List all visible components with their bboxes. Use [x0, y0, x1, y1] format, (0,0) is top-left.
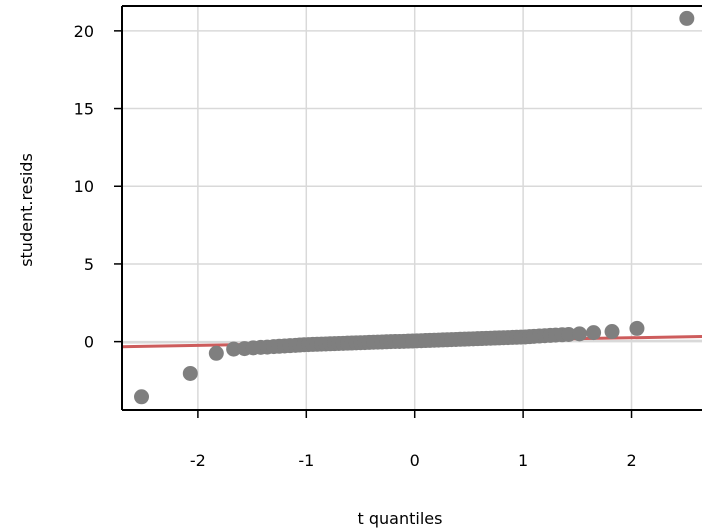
data-point [208, 345, 224, 361]
x-tick-label: -2 [190, 451, 206, 470]
data-point [134, 389, 150, 405]
y-tick-label: 20 [74, 22, 94, 41]
x-tick-label: 0 [410, 451, 420, 470]
data-point [586, 325, 602, 341]
x-tick-label: 1 [518, 451, 528, 470]
y-tick-label: 0 [84, 333, 94, 352]
x-axis-title: t quantiles [358, 509, 443, 528]
data-point [226, 341, 242, 357]
data-points [134, 10, 695, 405]
y-tick-label: 5 [84, 255, 94, 274]
data-point [604, 324, 620, 340]
data-point [629, 320, 645, 336]
y-axis-title: student.resids [17, 153, 36, 267]
axes [114, 5, 702, 418]
x-tick-label: 2 [626, 451, 636, 470]
data-point [679, 10, 695, 26]
data-point [182, 365, 198, 381]
data-point [571, 326, 587, 342]
data-point [561, 326, 577, 342]
y-tick-label: 10 [74, 177, 94, 196]
y-tick-label: 15 [74, 100, 94, 119]
x-tick-label: -1 [298, 451, 314, 470]
